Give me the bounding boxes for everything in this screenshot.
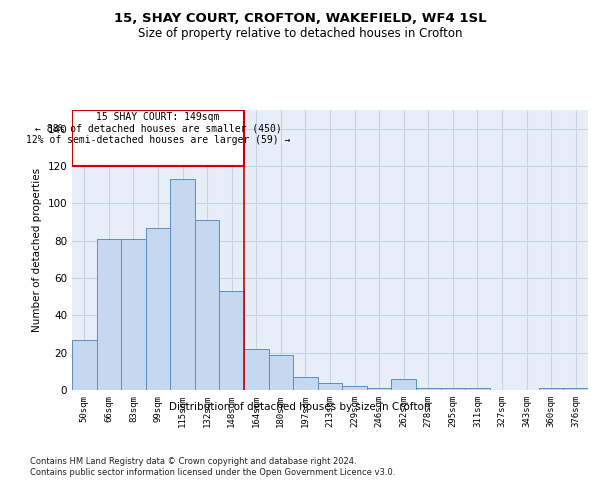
Bar [195, 220, 220, 390]
Bar [170, 179, 195, 390]
Text: 15, SHAY COURT, CROFTON, WAKEFIELD, WF4 1SL: 15, SHAY COURT, CROFTON, WAKEFIELD, WF4 … [113, 12, 487, 26]
Bar [97, 239, 121, 390]
Y-axis label: Number of detached properties: Number of detached properties [32, 168, 42, 332]
Bar [318, 382, 342, 390]
Bar [367, 388, 391, 390]
Bar [440, 388, 465, 390]
Bar [72, 340, 97, 390]
Text: Distribution of detached houses by size in Crofton: Distribution of detached houses by size … [169, 402, 431, 412]
Bar [465, 388, 490, 390]
Text: Size of property relative to detached houses in Crofton: Size of property relative to detached ho… [138, 28, 462, 40]
Bar [391, 379, 416, 390]
Bar [563, 388, 588, 390]
Text: 15 SHAY COURT: 149sqm
← 88% of detached houses are smaller (450)
12% of semi-det: 15 SHAY COURT: 149sqm ← 88% of detached … [26, 112, 290, 145]
Bar [244, 349, 269, 390]
Bar [220, 291, 244, 390]
Bar [342, 386, 367, 390]
Bar [539, 388, 563, 390]
Bar [72, 110, 244, 166]
Text: Contains HM Land Registry data © Crown copyright and database right 2024.
Contai: Contains HM Land Registry data © Crown c… [30, 458, 395, 477]
Bar [293, 377, 318, 390]
Bar [146, 228, 170, 390]
Bar [416, 388, 440, 390]
Bar [269, 354, 293, 390]
Bar [121, 239, 146, 390]
